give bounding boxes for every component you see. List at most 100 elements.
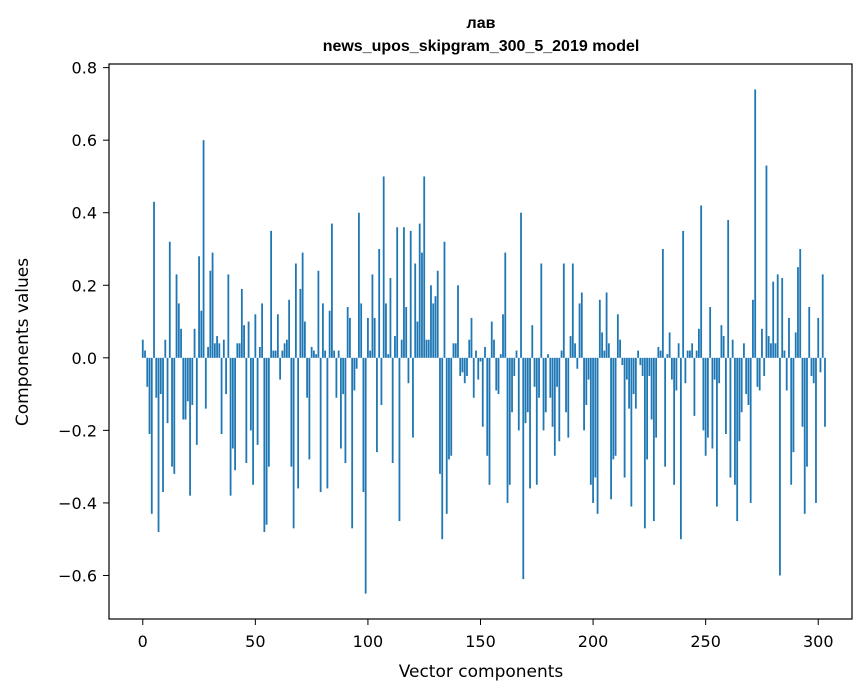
bar bbox=[202, 140, 205, 358]
bar bbox=[171, 357, 173, 467]
bar bbox=[695, 350, 698, 358]
bar bbox=[801, 357, 804, 427]
bar bbox=[272, 350, 275, 358]
bar bbox=[292, 357, 295, 529]
bar bbox=[166, 357, 169, 424]
bar bbox=[533, 357, 536, 387]
bar bbox=[749, 357, 752, 503]
bar bbox=[457, 285, 459, 358]
bar bbox=[616, 314, 619, 358]
bar bbox=[373, 317, 376, 358]
bar bbox=[788, 317, 790, 358]
bar bbox=[243, 325, 245, 358]
bar bbox=[367, 317, 369, 358]
bar bbox=[790, 357, 793, 485]
bar bbox=[725, 357, 727, 434]
bar bbox=[488, 357, 491, 485]
bar bbox=[520, 212, 522, 358]
bar bbox=[182, 357, 185, 420]
bar bbox=[418, 223, 421, 358]
bar bbox=[765, 165, 768, 358]
bar bbox=[186, 357, 189, 402]
bar bbox=[576, 357, 579, 369]
bar bbox=[249, 357, 252, 431]
bar bbox=[592, 357, 594, 503]
bar bbox=[432, 303, 435, 358]
bar bbox=[529, 357, 531, 489]
bar bbox=[511, 357, 513, 413]
bar bbox=[571, 263, 574, 358]
bar bbox=[707, 357, 709, 438]
bar bbox=[499, 354, 502, 358]
bar bbox=[716, 357, 718, 507]
bar bbox=[686, 350, 689, 358]
bar bbox=[400, 339, 403, 358]
x-tick-label: 300 bbox=[803, 632, 834, 651]
bar bbox=[337, 350, 340, 358]
bar bbox=[817, 317, 820, 358]
bar bbox=[281, 350, 284, 358]
bar bbox=[824, 357, 826, 427]
bar bbox=[148, 357, 151, 434]
bar bbox=[463, 357, 466, 384]
bar bbox=[806, 357, 808, 467]
bar bbox=[718, 357, 721, 384]
y-tick-label: 0.6 bbox=[72, 131, 97, 150]
bar bbox=[189, 357, 191, 496]
bar bbox=[785, 357, 788, 391]
bar bbox=[256, 357, 259, 445]
bar bbox=[290, 357, 293, 467]
bar bbox=[227, 274, 230, 358]
bar bbox=[159, 357, 162, 395]
bar bbox=[173, 357, 176, 474]
bar bbox=[285, 339, 288, 358]
bar bbox=[220, 357, 223, 434]
bar bbox=[398, 357, 401, 522]
bar bbox=[265, 357, 268, 525]
bar bbox=[639, 357, 642, 366]
bar bbox=[565, 357, 567, 413]
bar bbox=[335, 357, 338, 398]
bar bbox=[513, 357, 516, 376]
bar bbox=[468, 339, 471, 358]
bar bbox=[252, 357, 254, 485]
bar bbox=[574, 343, 576, 358]
y-tick-label: −0.4 bbox=[58, 494, 97, 513]
bar bbox=[693, 357, 696, 416]
bar bbox=[353, 357, 356, 391]
bar bbox=[540, 263, 543, 358]
bar bbox=[175, 274, 178, 358]
bar bbox=[596, 357, 599, 514]
bar bbox=[623, 357, 626, 478]
bar bbox=[349, 317, 351, 358]
bar bbox=[450, 357, 453, 456]
bar bbox=[515, 350, 518, 358]
bar bbox=[168, 241, 171, 358]
bar bbox=[506, 357, 509, 503]
bar bbox=[303, 321, 306, 358]
bar bbox=[774, 343, 777, 358]
bar bbox=[634, 357, 637, 409]
bar bbox=[141, 339, 144, 358]
bar bbox=[700, 205, 703, 358]
bar bbox=[562, 263, 565, 358]
bar bbox=[218, 343, 221, 358]
bar bbox=[213, 343, 216, 358]
bar bbox=[682, 230, 685, 358]
bar bbox=[734, 357, 736, 485]
bar bbox=[344, 357, 347, 464]
bar bbox=[238, 343, 241, 358]
bar bbox=[436, 270, 439, 358]
bar bbox=[655, 357, 658, 438]
bar bbox=[598, 299, 601, 358]
bar bbox=[740, 357, 743, 413]
y-tick-label: 0.0 bbox=[72, 349, 97, 368]
bar bbox=[628, 357, 631, 409]
bar bbox=[544, 357, 547, 413]
bar bbox=[245, 357, 248, 464]
bar bbox=[195, 357, 198, 445]
y-tick-label: −0.6 bbox=[58, 566, 97, 585]
bar bbox=[448, 357, 450, 460]
bar bbox=[808, 307, 811, 358]
bar bbox=[319, 357, 322, 493]
